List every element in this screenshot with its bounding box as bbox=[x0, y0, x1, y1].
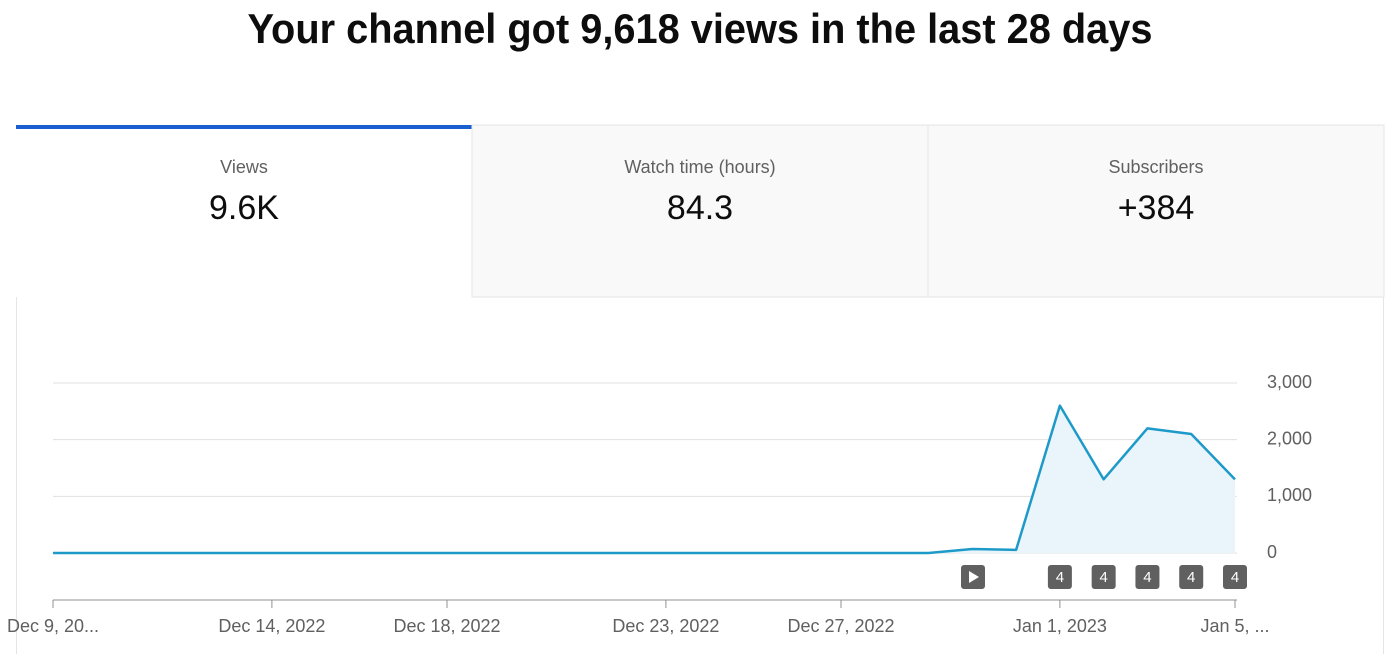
x-tick-label: Dec 14, 2022 bbox=[218, 616, 325, 636]
x-tick-label: Dec 27, 2022 bbox=[787, 616, 894, 636]
event-marker-count: 4 bbox=[1056, 569, 1064, 586]
event-marker-count: 4 bbox=[1143, 569, 1151, 586]
event-marker-box[interactable] bbox=[1091, 565, 1116, 589]
event-marker-count: 4 bbox=[1187, 569, 1195, 586]
event-marker[interactable]: 4 bbox=[1179, 565, 1204, 589]
tab-background[interactable] bbox=[16, 125, 472, 297]
y-tick-label: 2,000 bbox=[1267, 428, 1312, 448]
y-tick-label: 3,000 bbox=[1267, 372, 1312, 392]
line bbox=[53, 404, 1236, 555]
play-icon bbox=[969, 571, 979, 583]
event-marker-box[interactable] bbox=[1179, 565, 1204, 589]
x-tick-label: Dec 18, 2022 bbox=[393, 616, 500, 636]
event-marker-count: 4 bbox=[1231, 569, 1239, 586]
chart: 0 1,000 2,000 3,000 Dec 9, 20... Dec 14, 2022… bbox=[7, 372, 1312, 636]
y-tick-label: 1,000 bbox=[1267, 485, 1312, 505]
tab[interactable]: Watch time (hours) 84.3 bbox=[471, 124, 929, 298]
area bbox=[53, 405, 1235, 553]
tab-value: +384 bbox=[1118, 189, 1195, 227]
x-tick-label: Jan 5, ... bbox=[1200, 616, 1269, 636]
x-tick-label: Jan 1, 2023 bbox=[1013, 616, 1107, 636]
tab-label: Watch time (hours) bbox=[624, 157, 775, 177]
event-marker-box[interactable] bbox=[1223, 565, 1247, 589]
event-marker[interactable]: 4 bbox=[1223, 565, 1247, 589]
tab-value: 9.6K bbox=[209, 189, 279, 227]
tab-label: Subscribers bbox=[1108, 157, 1203, 177]
tab-value: 84.3 bbox=[667, 189, 733, 227]
event-marker[interactable]: 4 bbox=[1091, 565, 1116, 589]
page-title: Your channel got 9,618 views in the last… bbox=[248, 5, 1153, 52]
tab-background[interactable] bbox=[471, 124, 929, 298]
tab-background[interactable] bbox=[927, 124, 1385, 298]
event-marker-box[interactable] bbox=[1047, 565, 1072, 589]
event-marker[interactable]: 4 bbox=[1047, 565, 1072, 589]
tab-label: Views bbox=[220, 157, 268, 177]
event-marker[interactable]: 4 bbox=[1135, 565, 1160, 589]
tabs: Views 9.6K Watch time (hours) 84.3 Subscribe… bbox=[16, 124, 1385, 298]
y-tick-label: 0 bbox=[1267, 542, 1277, 562]
event-marker-count: 4 bbox=[1099, 569, 1107, 586]
video-marker[interactable] bbox=[961, 565, 985, 589]
tab-indicator bbox=[16, 125, 472, 129]
tab[interactable]: Views 9.6K bbox=[16, 125, 472, 297]
tab[interactable]: Subscribers +384 bbox=[927, 124, 1385, 298]
event-marker-box[interactable] bbox=[1135, 565, 1160, 589]
x-tick-label: Dec 23, 2022 bbox=[612, 616, 719, 636]
x-tick-label: Dec 9, 20... bbox=[7, 616, 99, 636]
